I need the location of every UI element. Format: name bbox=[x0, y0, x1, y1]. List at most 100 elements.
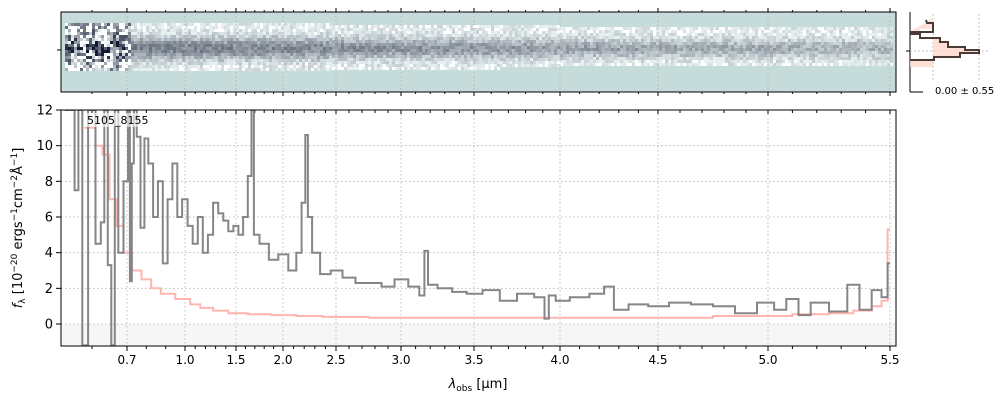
two-d-pixel bbox=[776, 63, 779, 66]
two-d-pixel bbox=[227, 47, 230, 50]
two-d-pixel bbox=[620, 63, 623, 66]
two-d-pixel bbox=[215, 59, 218, 62]
two-d-pixel bbox=[461, 58, 464, 61]
two-d-pixel bbox=[593, 42, 596, 45]
two-d-pixel bbox=[536, 49, 539, 52]
two-d-pixel bbox=[416, 34, 419, 37]
two-d-pixel bbox=[212, 53, 215, 56]
two-d-pixel bbox=[524, 61, 527, 64]
two-d-pixel bbox=[362, 55, 365, 58]
two-d-pixel bbox=[869, 30, 872, 33]
two-d-pixel bbox=[179, 23, 182, 26]
two-d-pixel bbox=[386, 52, 389, 55]
two-d-pixel bbox=[638, 54, 641, 57]
two-d-pixel bbox=[659, 54, 662, 57]
two-d-pixel bbox=[215, 68, 218, 71]
two-d-pixel bbox=[701, 48, 704, 51]
two-d-pixel bbox=[809, 45, 812, 48]
two-d-pixel bbox=[713, 57, 716, 60]
two-d-pixel bbox=[713, 36, 716, 39]
two-d-pixel bbox=[806, 42, 809, 45]
two-d-pixel bbox=[557, 37, 560, 40]
two-d-pixel bbox=[482, 64, 485, 67]
two-d-pixel bbox=[404, 28, 407, 31]
two-d-pixel bbox=[98, 56, 101, 59]
two-d-pixel bbox=[491, 46, 494, 49]
two-d-pixel bbox=[518, 43, 521, 46]
two-d-pixel bbox=[692, 48, 695, 51]
two-d-pixel bbox=[323, 56, 326, 59]
two-d-pixel bbox=[854, 27, 857, 30]
two-d-pixel bbox=[371, 40, 374, 43]
two-d-pixel bbox=[686, 51, 689, 54]
two-d-pixel bbox=[497, 52, 500, 55]
two-d-pixel bbox=[443, 40, 446, 43]
spatial-profile-panel: 0.00 ± 0.55 bbox=[906, 12, 994, 97]
two-d-pixel bbox=[608, 57, 611, 60]
two-d-pixel bbox=[629, 39, 632, 42]
two-d-pixel bbox=[326, 44, 329, 47]
two-d-pixel bbox=[320, 23, 323, 26]
two-d-pixel bbox=[530, 34, 533, 37]
two-d-pixel bbox=[527, 55, 530, 58]
two-d-pixel bbox=[218, 53, 221, 56]
two-d-pixel bbox=[449, 46, 452, 49]
two-d-pixel bbox=[167, 50, 170, 53]
two-d-pixel bbox=[215, 41, 218, 44]
two-d-pixel bbox=[620, 57, 623, 60]
two-d-pixel bbox=[203, 68, 206, 71]
two-d-pixel bbox=[245, 38, 248, 41]
two-d-pixel bbox=[803, 45, 806, 48]
two-d-pixel bbox=[125, 53, 128, 56]
two-d-pixel bbox=[368, 61, 371, 64]
two-d-pixel bbox=[500, 28, 503, 31]
two-d-pixel bbox=[560, 60, 563, 63]
two-d-pixel bbox=[872, 27, 875, 30]
two-d-pixel bbox=[842, 57, 845, 60]
two-d-pixel bbox=[128, 29, 131, 32]
two-d-pixel bbox=[323, 59, 326, 62]
two-d-pixel bbox=[488, 64, 491, 67]
two-d-pixel bbox=[86, 44, 89, 47]
two-d-pixel bbox=[410, 46, 413, 49]
two-d-pixel bbox=[488, 49, 491, 52]
two-d-pixel bbox=[347, 55, 350, 58]
two-d-pixel bbox=[839, 60, 842, 63]
two-d-pixel bbox=[152, 38, 155, 41]
two-d-pixel bbox=[83, 29, 86, 32]
two-d-pixel bbox=[605, 30, 608, 33]
two-d-pixel bbox=[209, 29, 212, 32]
two-d-pixel bbox=[170, 59, 173, 62]
two-d-pixel bbox=[89, 56, 92, 59]
two-d-pixel bbox=[434, 52, 437, 55]
two-d-pixel bbox=[542, 64, 545, 67]
two-d-pixel bbox=[248, 50, 251, 53]
two-d-pixel bbox=[137, 62, 140, 65]
two-d-pixel bbox=[317, 41, 320, 44]
two-d-pixel bbox=[497, 49, 500, 52]
two-d-pixel bbox=[254, 56, 257, 59]
two-d-pixel bbox=[359, 31, 362, 34]
two-d-pixel bbox=[707, 39, 710, 42]
object-label: 5105_8155 bbox=[87, 114, 149, 127]
two-d-pixel bbox=[428, 34, 431, 37]
two-d-pixel bbox=[326, 29, 329, 32]
two-d-pixel bbox=[689, 30, 692, 33]
two-d-pixel bbox=[611, 27, 614, 30]
two-d-pixel bbox=[545, 25, 548, 28]
two-d-pixel bbox=[677, 33, 680, 36]
two-d-pixel bbox=[560, 57, 563, 60]
two-d-pixel bbox=[179, 50, 182, 53]
two-d-pixel bbox=[152, 47, 155, 50]
two-d-pixel bbox=[800, 39, 803, 42]
two-d-pixel bbox=[752, 36, 755, 39]
two-d-pixel bbox=[695, 30, 698, 33]
two-d-pixel bbox=[359, 25, 362, 28]
two-d-pixel bbox=[212, 38, 215, 41]
two-d-pixel bbox=[251, 59, 254, 62]
two-d-pixel bbox=[602, 27, 605, 30]
two-d-pixel bbox=[536, 31, 539, 34]
two-d-pixel bbox=[758, 39, 761, 42]
two-d-pixel bbox=[623, 48, 626, 51]
two-d-pixel bbox=[809, 48, 812, 51]
